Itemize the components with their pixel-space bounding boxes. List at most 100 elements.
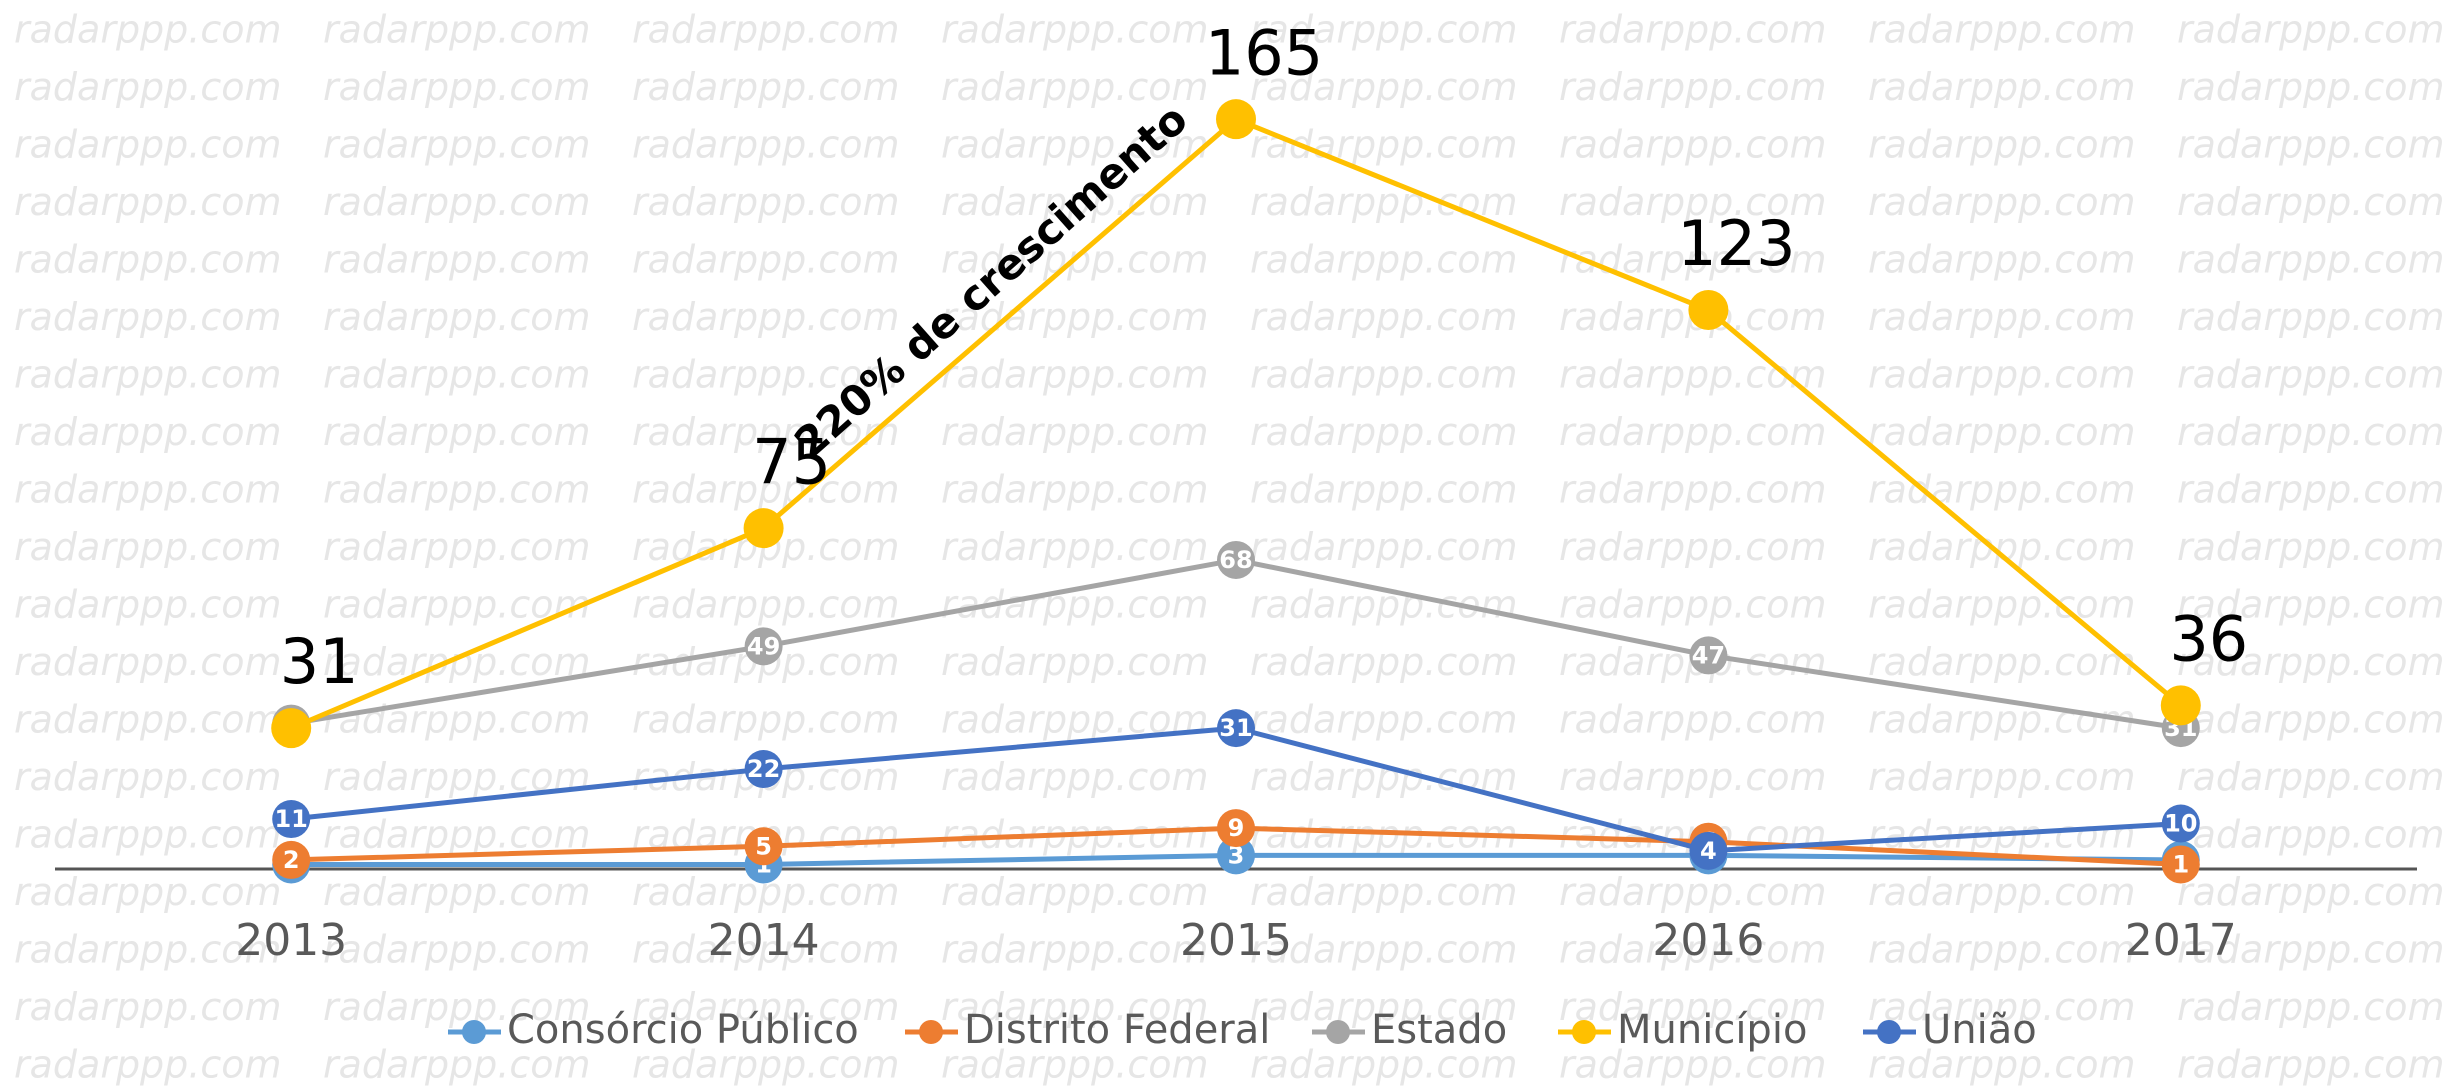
watermark: radarppp.com [1559,8,1827,52]
watermark: radarppp.com [941,295,1209,339]
point [1689,636,1728,675]
point [1688,290,1729,331]
watermark: radarppp.com [14,180,282,224]
watermark: radarppp.com [1559,985,1827,1029]
legend-label: Estado [1371,1007,1507,1053]
data-label: 68 [1219,546,1252,574]
watermark: radarppp.com [1868,238,2136,282]
point [1217,809,1255,848]
watermark: radarppp.com [323,985,591,1029]
data-label: 1 [2172,850,2189,878]
watermark: radarppp.com [632,65,900,109]
watermark: radarppp.com [14,238,282,282]
watermark: radarppp.com [2177,180,2445,224]
legend-label: Município [1617,1007,1807,1053]
watermark: radarppp.com [2177,1043,2445,1087]
watermark: radarppp.com [14,698,282,742]
watermark: radarppp.com [941,468,1209,512]
x-tick-label: 2015 [1180,915,1292,966]
watermark: radarppp.com [323,698,591,742]
x-tick-label: 2014 [708,915,820,966]
watermark: radarppp.com [1250,525,1518,569]
watermark: radarppp.com [14,353,282,397]
watermark: radarppp.com [323,525,591,569]
watermark: radarppp.com [1868,123,2136,167]
watermark: radarppp.com [2177,755,2445,799]
watermark: radarppp.com [1868,583,2136,627]
watermark: radarppp.com [1868,985,2136,1029]
watermark: radarppp.com [323,65,591,109]
watermark: radarppp.com [941,640,1209,684]
watermark: radarppp.com [14,640,282,684]
watermark: radarppp.com [941,985,1209,1029]
watermark: radarppp.com [14,985,282,1029]
data-label: 31 [1219,714,1252,742]
watermark: radarppp.com [2177,353,2445,397]
watermark: radarppp.com [1559,755,1827,799]
watermark: radarppp.com [323,928,591,972]
watermark: radarppp.com [14,813,282,857]
watermark: radarppp.com [1868,870,2136,914]
watermark: radarppp.com [632,698,900,742]
watermark: radarppp.com [14,870,282,914]
watermark: radarppp.com [323,238,591,282]
watermark: radarppp.com [941,65,1209,109]
watermark: radarppp.com [1559,870,1827,914]
watermark: radarppp.com [1559,928,1827,972]
watermark: radarppp.com [1868,8,2136,52]
legend-marker [1326,1020,1350,1044]
watermark: radarppp.com [941,180,1209,224]
data-label: 22 [747,755,780,783]
watermark: radarppp.com [941,755,1209,799]
watermark: radarppp.com [1250,928,1518,972]
watermark: radarppp.com [14,468,282,512]
watermark: radarppp.com [941,8,1209,52]
point [2161,804,2200,843]
watermark: radarppp.com [941,410,1209,454]
watermark: radarppp.com [1868,698,2136,742]
watermark: radarppp.com [323,813,591,857]
watermark: radarppp.com [14,295,282,339]
watermark: radarppp.com [1868,525,2136,569]
legend-marker [1572,1020,1596,1044]
watermark: radarppp.com [1559,583,1827,627]
x-tick-label: 2017 [2125,915,2237,966]
watermark: radarppp.com [632,353,900,397]
watermark: radarppp.com [323,1043,591,1087]
point [1217,709,1255,748]
legend-label: União [1922,1007,2037,1053]
legend-marker [1877,1020,1901,1044]
watermark: radarppp.com [2177,698,2445,742]
watermark: radarppp.com [632,295,900,339]
watermark: radarppp.com [2177,468,2445,512]
watermark: radarppp.com [2177,583,2445,627]
data-label: 165 [1205,16,1323,89]
watermark: radarppp.com [632,468,900,512]
watermark: radarppp.com [2177,813,2445,857]
watermark: radarppp.com [14,525,282,569]
watermark: radarppp.com [1250,123,1518,167]
watermark: radarppp.com [2177,123,2445,167]
watermark: radarppp.com [1250,410,1518,454]
x-tick-label: 2013 [235,915,347,966]
watermark: radarppp.com [1868,180,2136,224]
watermark: radarppp.com [1868,65,2136,109]
watermark: radarppp.com [323,640,591,684]
watermark: radarppp.com [1868,755,2136,799]
watermark: radarppp.com [1559,1043,1827,1087]
watermark: radarppp.com [1868,468,2136,512]
point [1217,540,1255,579]
watermark: radarppp.com [323,353,591,397]
watermark: radarppp.com [2177,525,2445,569]
legend-label: Consórcio Público [507,1007,859,1053]
watermark: radarppp.com [941,928,1209,972]
watermark: radarppp.com [14,410,282,454]
watermark: radarppp.com [323,870,591,914]
watermark: radarppp.com [941,870,1209,914]
watermark: radarppp.com [1868,640,2136,684]
watermark: radarppp.com [941,123,1209,167]
watermark: radarppp.com [632,583,900,627]
watermark: radarppp.com [1250,698,1518,742]
watermark: radarppp.com [14,755,282,799]
